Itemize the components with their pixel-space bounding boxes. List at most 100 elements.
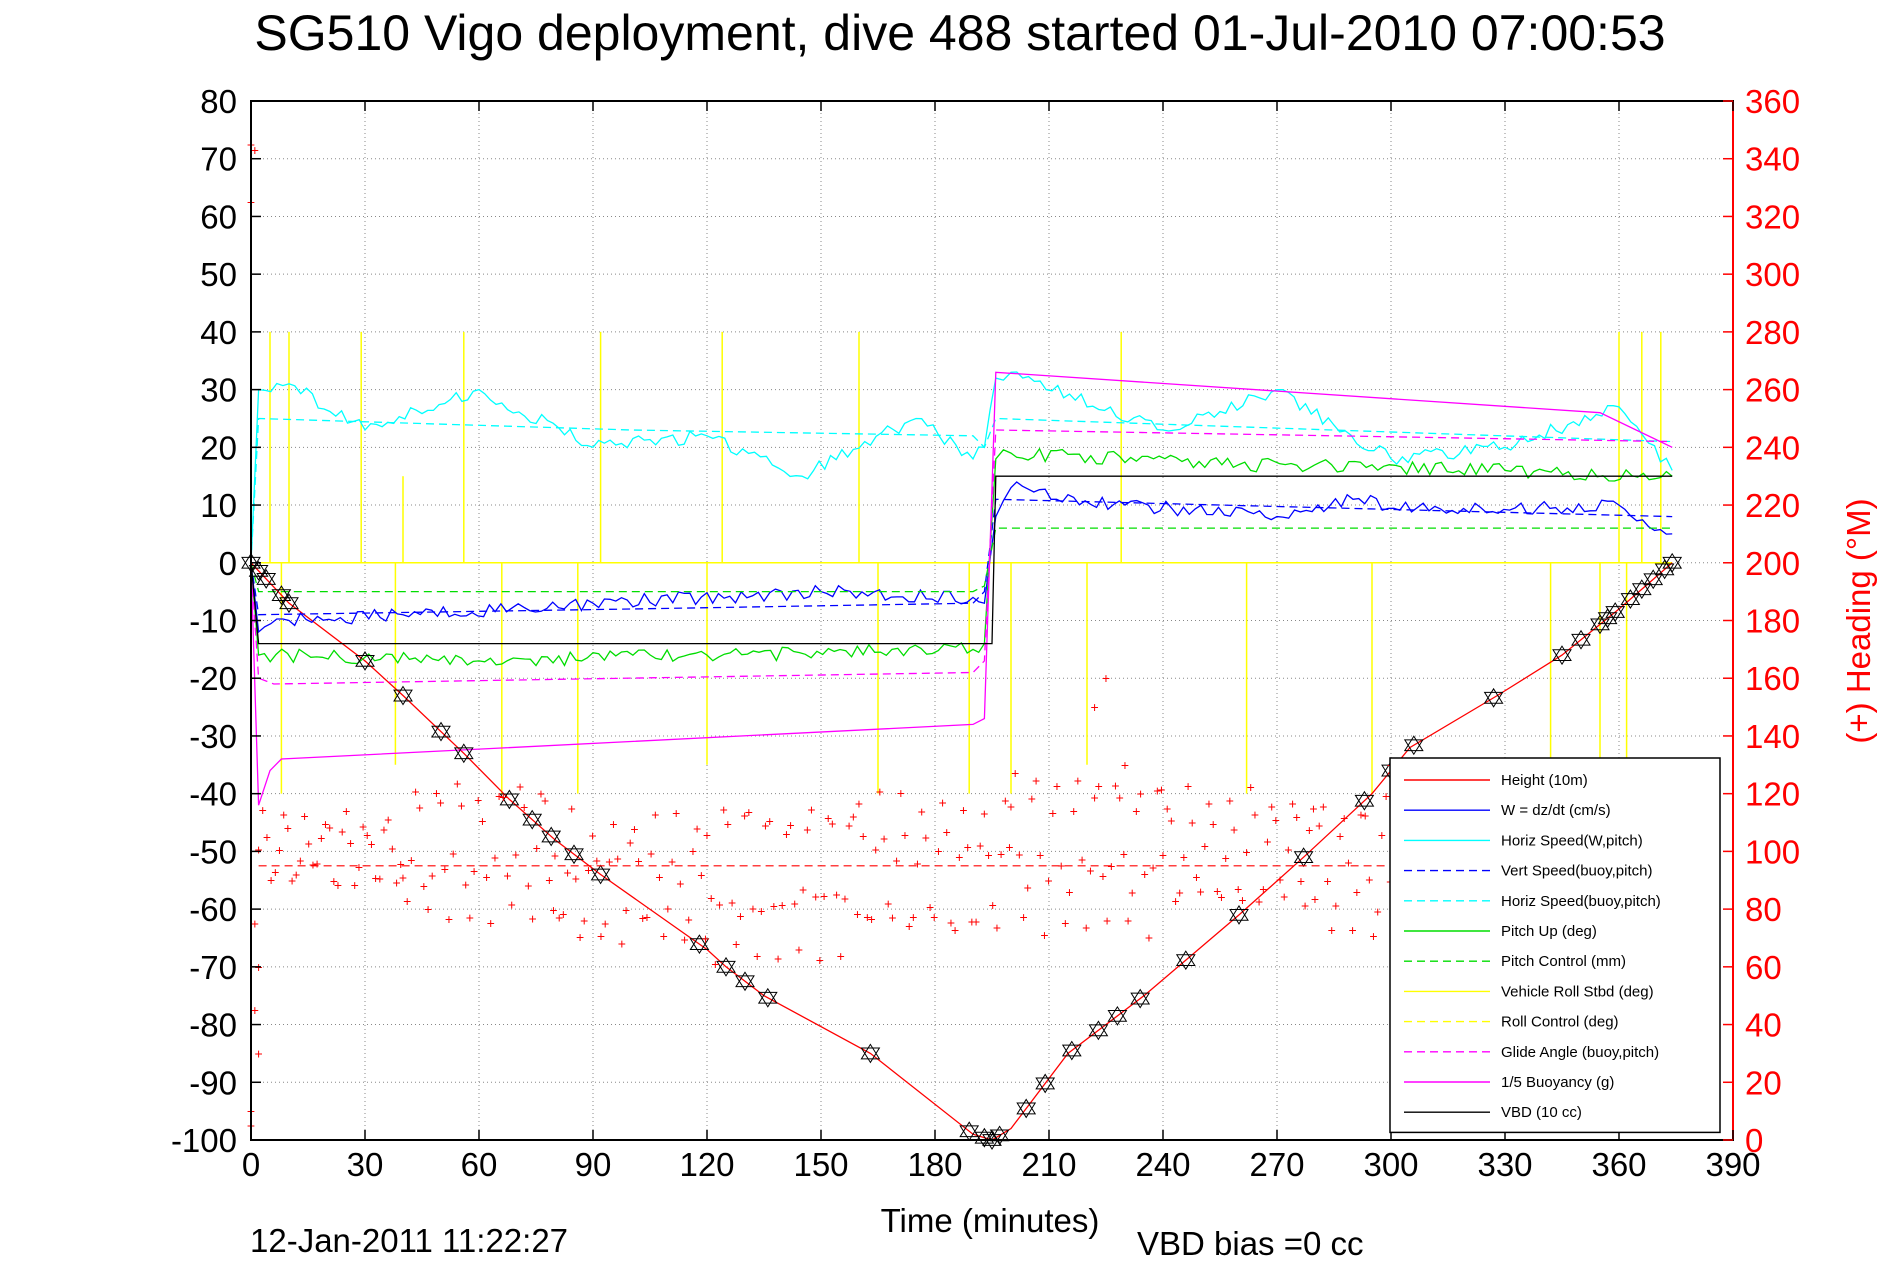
height-marker (522, 809, 543, 826)
heading-point: + (926, 899, 934, 915)
heading-point: + (601, 916, 609, 932)
heading-point: + (1116, 789, 1124, 805)
heading-point: + (1209, 816, 1217, 832)
heading-point: + (355, 859, 363, 875)
heading-point: + (1319, 798, 1327, 814)
chart-title: SG510 Vigo deployment, dive 488 started … (254, 5, 1665, 61)
heading-point: + (647, 846, 655, 862)
heading-point: + (720, 801, 728, 817)
heading-point: + (778, 897, 786, 913)
heading-point: + (1213, 883, 1221, 899)
heading-point: + (715, 896, 723, 912)
heading-point: + (1353, 884, 1361, 900)
heading-point: + (1078, 852, 1086, 868)
x-tick-label: 120 (679, 1146, 734, 1183)
heading-point: + (1305, 822, 1313, 838)
heading-point: + (367, 836, 375, 852)
heading-point: + (1217, 889, 1225, 905)
heading-point: + (922, 830, 930, 846)
y-right-tick-label: 140 (1745, 718, 1800, 755)
heading-point: + (428, 868, 436, 884)
heading-point: + (549, 902, 557, 918)
heading-point: + (1099, 868, 1107, 884)
heading-point: + (845, 817, 853, 833)
height-marker (1631, 579, 1652, 596)
heading-point: + (609, 816, 617, 832)
heading-point: + (614, 850, 622, 866)
heading-point: + (416, 799, 424, 815)
x-tick-label: 180 (907, 1146, 962, 1183)
heading-point: + (676, 876, 684, 892)
heading-point: + (876, 784, 884, 800)
heading-point: + (1188, 814, 1196, 830)
height-marker (689, 934, 710, 951)
heading-point: + (853, 906, 861, 922)
heading-point: + (1197, 884, 1205, 900)
heading-point: + (1028, 791, 1036, 807)
heading-point: + (453, 776, 461, 792)
heading-point: + (1136, 785, 1144, 801)
x-tick-label: 210 (1021, 1146, 1076, 1183)
y-right-tick-label: 160 (1745, 660, 1800, 697)
heading-point: + (859, 828, 867, 844)
height-marker (355, 650, 375, 667)
height-marker (248, 564, 269, 581)
legend-label: Roll Control (deg) (1501, 1014, 1619, 1031)
y-right-tick-label: 0 (1745, 1122, 1763, 1159)
height-marker (1483, 687, 1504, 704)
heading-point: + (555, 910, 563, 926)
heading-point: + (1251, 807, 1259, 823)
heading-point: + (1293, 809, 1301, 825)
heading-point: + (271, 864, 279, 880)
heading-point: + (863, 909, 871, 925)
heading-point: + (1145, 930, 1153, 946)
heading-point: + (930, 909, 938, 925)
heading-point: + (693, 821, 701, 837)
height-marker (1016, 1102, 1037, 1119)
height-marker (1088, 1024, 1109, 1041)
height-marker (1354, 794, 1375, 811)
height-marker (564, 848, 584, 865)
x-tick-label: 60 (461, 1146, 498, 1183)
heading-point: + (363, 827, 371, 843)
height-marker (1620, 589, 1641, 605)
heading-point: + (622, 902, 630, 918)
heading-point: + (1019, 909, 1027, 925)
series-line (250, 447, 1673, 667)
height-marker (1293, 847, 1314, 864)
heading-point: + (901, 827, 909, 843)
heading-point: + (1192, 869, 1200, 885)
x-axis-label: Time (minutes) (881, 1202, 1100, 1239)
legend-label: Height (10m) (1501, 772, 1588, 789)
heading-point: + (424, 901, 432, 917)
y-right-tick-label: 20 (1745, 1064, 1782, 1101)
heading-point: + (664, 900, 672, 916)
height-marker (393, 685, 413, 702)
heading-point: + (968, 914, 976, 930)
heading-point: + (1288, 795, 1296, 811)
heading-point: + (757, 903, 765, 919)
heading-point: + (533, 840, 541, 856)
heading-point: + (1065, 884, 1073, 900)
heading-point: + (872, 841, 880, 857)
heading-point: + (1361, 807, 1369, 823)
height-marker (982, 1130, 1002, 1146)
heading-point: + (972, 913, 980, 929)
heading-point: + (372, 870, 380, 886)
heading-point: + (559, 906, 567, 922)
y-right-tick-label: 240 (1745, 429, 1800, 466)
heading-point: + (1230, 821, 1238, 837)
heading-point: + (1128, 885, 1136, 901)
heading-point: + (837, 948, 845, 964)
x-ticks: 0 30 60 90 120 150 180 210 240 270 300 330 360 390 (242, 101, 1761, 1183)
y-left-tick-label: -100 (171, 1122, 237, 1159)
heading-point: + (251, 142, 259, 158)
heading-point: + (732, 936, 740, 952)
heading-point: + (516, 778, 524, 794)
height-marker (959, 1121, 980, 1138)
heading-point: + (512, 847, 520, 863)
y-left-tick-label: 70 (200, 141, 237, 178)
heading-point: + (1357, 807, 1365, 823)
heading-point: + (1007, 799, 1015, 815)
heading-point: + (680, 932, 688, 948)
